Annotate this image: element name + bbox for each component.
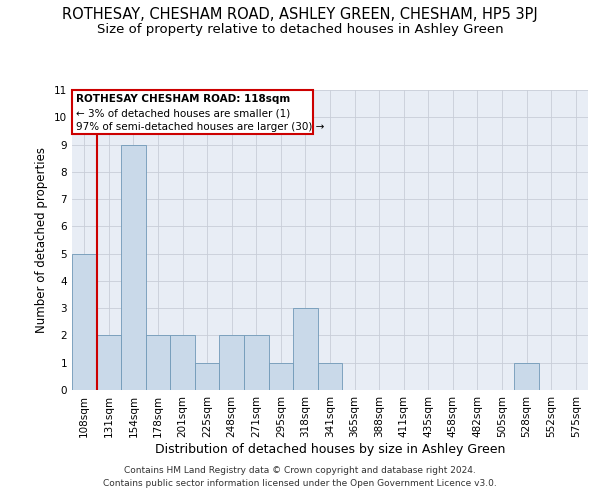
Text: ROTHESAY CHESHAM ROAD: 118sqm: ROTHESAY CHESHAM ROAD: 118sqm — [76, 94, 290, 104]
Text: Contains HM Land Registry data © Crown copyright and database right 2024.
Contai: Contains HM Land Registry data © Crown c… — [103, 466, 497, 487]
Bar — [170, 336, 195, 390]
Bar — [121, 144, 146, 390]
Bar — [293, 308, 318, 390]
Bar — [146, 336, 170, 390]
Text: ← 3% of detached houses are smaller (1): ← 3% of detached houses are smaller (1) — [76, 108, 290, 118]
Text: 97% of semi-detached houses are larger (30) →: 97% of semi-detached houses are larger (… — [76, 122, 324, 132]
Text: ROTHESAY, CHESHAM ROAD, ASHLEY GREEN, CHESHAM, HP5 3PJ: ROTHESAY, CHESHAM ROAD, ASHLEY GREEN, CH… — [62, 8, 538, 22]
Bar — [514, 362, 539, 390]
Bar — [97, 336, 121, 390]
FancyBboxPatch shape — [72, 90, 313, 134]
Text: Size of property relative to detached houses in Ashley Green: Size of property relative to detached ho… — [97, 22, 503, 36]
Bar — [318, 362, 342, 390]
Text: Distribution of detached houses by size in Ashley Green: Distribution of detached houses by size … — [155, 442, 505, 456]
Bar — [244, 336, 269, 390]
Y-axis label: Number of detached properties: Number of detached properties — [35, 147, 49, 333]
Bar — [269, 362, 293, 390]
Bar — [220, 336, 244, 390]
Bar — [195, 362, 220, 390]
Bar — [72, 254, 97, 390]
